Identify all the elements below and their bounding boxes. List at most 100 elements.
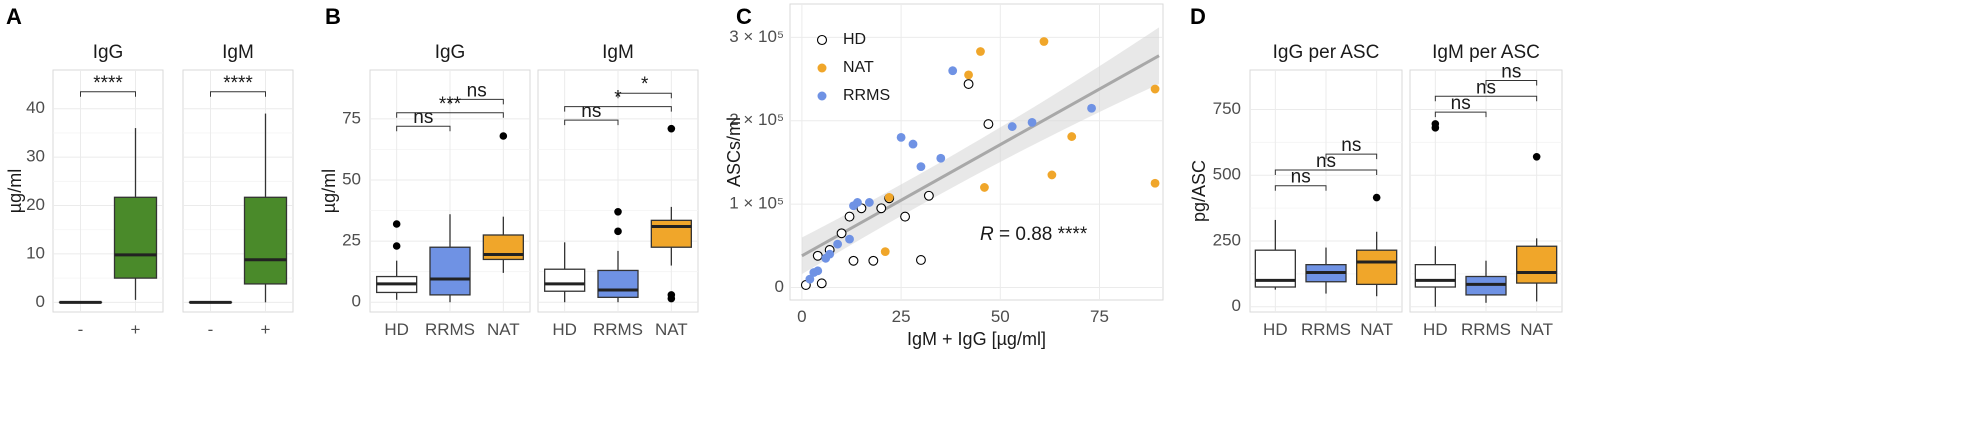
y-tick-label: 50: [342, 169, 361, 188]
x-tick-label: RRMS: [1461, 320, 1511, 339]
bracket-line: [396, 125, 451, 132]
data-point: [908, 139, 918, 149]
x-tick-label: 50: [991, 307, 1010, 326]
data-point: [1027, 118, 1037, 127]
facet-title: IgG per ASC: [1273, 42, 1380, 63]
bracket-line: [396, 112, 504, 118]
significance-label: ***: [439, 94, 462, 115]
data-point: [980, 183, 989, 192]
y-tick-label: 3 × 10⁵: [729, 27, 784, 46]
significance-bracket: ns: [1434, 77, 1538, 102]
data-point: [853, 198, 862, 207]
data-point: [880, 247, 890, 257]
box-iqr: [1516, 245, 1558, 284]
strip-background: [1250, 38, 1402, 70]
legend: HD NAT RRMS: [816, 31, 890, 104]
data-point: [963, 79, 974, 89]
box-HD: [1254, 219, 1296, 290]
panel-label-b: B: [325, 4, 341, 29]
facet: IgM **** - +: [182, 38, 294, 339]
y-tick-label: 75: [342, 108, 361, 127]
facet: IgG **** - +: [52, 38, 164, 339]
data-point: [836, 228, 847, 239]
significance-bracket: ns: [564, 101, 619, 126]
legend-key: [817, 63, 827, 73]
box-RRMS: [597, 207, 639, 303]
box-+: [113, 128, 158, 300]
bracket-line: [210, 91, 266, 97]
x-tick-label: +: [261, 320, 271, 339]
significance-bracket: ns: [449, 80, 504, 105]
outlier-point: [499, 132, 508, 140]
bracket-line: [1325, 153, 1378, 160]
box-iqr: [650, 219, 692, 248]
significance-bracket: ns: [1325, 135, 1378, 160]
data-point: [805, 274, 815, 284]
bracket-line: [1434, 111, 1487, 118]
significance-label: ****: [93, 73, 123, 94]
outlier-point: [1431, 120, 1440, 128]
y-tick-label: 2 × 10⁵: [729, 110, 784, 129]
data-point: [812, 250, 823, 261]
significance-label: *: [614, 88, 622, 109]
strip-background: [538, 38, 698, 70]
y-tick-label: 0: [352, 292, 361, 311]
bracket-line: [1274, 169, 1378, 175]
x-tick-label: HD: [1423, 320, 1448, 339]
y-tick-label: 20: [26, 195, 45, 214]
bracket-line: [1485, 80, 1538, 86]
correlation-symbol: R: [980, 224, 994, 245]
box-iqr: [544, 268, 586, 292]
y-tick-label: 1 × 10⁵: [729, 194, 784, 213]
y-tick-label: 250: [1213, 230, 1241, 249]
box-+: [243, 113, 288, 303]
outlier-point: [614, 227, 622, 236]
data-point: [983, 119, 994, 130]
outlier-point: [392, 220, 401, 228]
legend-label: RRMS: [843, 87, 890, 104]
significance-bracket: ns: [1434, 93, 1487, 118]
x-tick-label: -: [208, 320, 214, 339]
significance-label: ns: [1291, 167, 1311, 188]
x-tick-label: HD: [1263, 320, 1288, 339]
x-tick-label: NAT: [655, 320, 688, 339]
confidence-band: [801, 27, 1160, 275]
outlier-point: [1532, 153, 1541, 161]
y-axis-label: pg/ASC: [1189, 160, 1209, 222]
scatter-panel: HD NAT RRMS R = 0.88 **** 0 1 × 10⁵ 2 × 10⁵ 3 ×…: [724, 3, 1164, 349]
panel-label-d: D: [1190, 4, 1206, 29]
significance-bracket: *: [617, 74, 672, 99]
box-HD: [376, 220, 418, 300]
regression-line: [801, 54, 1160, 258]
data-point: [964, 70, 973, 80]
data-point: [1087, 103, 1096, 113]
facet-title: IgG: [435, 42, 466, 63]
facet-title: IgG: [93, 42, 124, 63]
x-tick-label: HD: [552, 320, 577, 339]
significance-label: ns: [413, 107, 433, 128]
significance-label: ns: [1451, 93, 1471, 114]
y-tick-label: 500: [1213, 165, 1241, 184]
significance-label: ns: [1476, 77, 1496, 98]
significance-bracket: ns: [1274, 151, 1378, 175]
x-tick-label: HD: [384, 320, 409, 339]
y-tick-label: 0: [36, 292, 45, 311]
facet-title: IgM: [222, 42, 254, 63]
box-RRMS: [429, 214, 471, 303]
x-tick-label: NAT: [1520, 320, 1553, 339]
data-point: [915, 255, 926, 265]
bracket-line: [1274, 185, 1327, 191]
y-axis-label: µg/ml: [319, 169, 339, 213]
y-tick-label: 0: [1232, 296, 1241, 315]
legend-label: HD: [843, 31, 866, 48]
x-axis-label: IgM + IgG [µg/ml]: [907, 329, 1046, 349]
data-point: [1150, 84, 1160, 94]
data-point: [816, 278, 827, 289]
significance-label: ns: [581, 101, 601, 122]
panel-label-c: C: [736, 4, 752, 29]
box-iqr: [1414, 264, 1456, 288]
significance-label: ****: [223, 73, 253, 94]
outlier-point: [614, 207, 622, 216]
